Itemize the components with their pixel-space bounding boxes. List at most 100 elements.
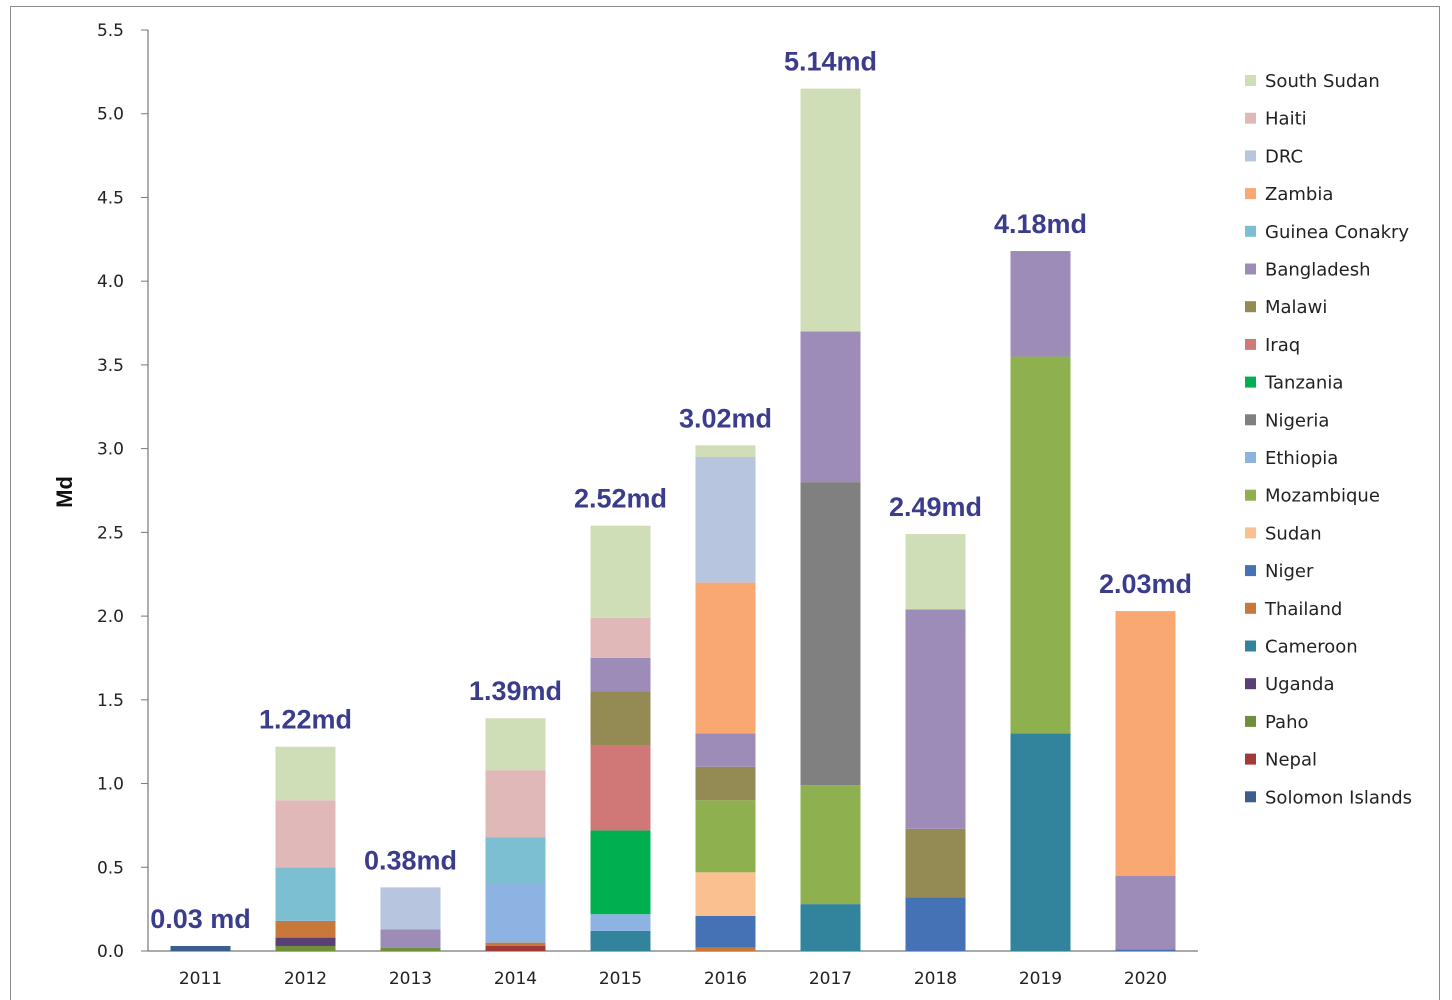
bar-segment-2016-thailand [695,947,756,951]
total-label-2016: 3.02md [679,403,772,433]
bar-segment-2014-guinea-conakry [485,837,546,885]
legend-item-label: Zambia [1265,184,1333,205]
legend-swatch [1245,301,1256,313]
bar-segment-2015-bangladesh [590,657,651,692]
bar-segment-2016-malawi [695,766,756,801]
total-label-2011: 0.03 md [150,904,251,934]
bar-segment-2019-bangladesh [1010,251,1071,357]
legend-item-label: Nigeria [1265,410,1329,431]
bar-segment-2015-haiti [590,617,651,658]
bar-segment-2018-south-sudan [905,534,966,610]
y-tick-label: 2.5 [97,523,124,543]
bar-segment-2019-cameroon [1010,733,1071,951]
y-tick-label: 0.0 [97,942,124,962]
x-tick-label: 2012 [284,969,327,989]
total-label-2017: 5.14md [784,47,877,77]
total-label-2019: 4.18md [994,209,1087,239]
y-tick-label: 1.5 [97,691,124,711]
legend-item-label: Malawi [1265,297,1327,318]
bar-segment-2012-thailand [275,920,336,938]
x-tick-label: 2020 [1124,969,1167,989]
bar-segment-2018-malawi [905,828,966,898]
legend-item-label: Uganda [1265,674,1335,695]
bar-segment-2018-bangladesh [905,609,966,829]
legend-swatch [1245,75,1256,86]
bar-segment-2016-niger [695,915,756,948]
legend-swatch [1245,715,1256,727]
bar-segment-2015-cameroon [590,930,651,951]
legend-item-label: Cameroon [1265,637,1358,658]
legend-swatch [1245,376,1256,388]
y-tick-label: 5.5 [97,21,124,41]
bar-segment-2017-south-sudan [800,88,861,332]
bar-segment-2014-south-sudan [485,718,546,771]
bar-segment-2012-south-sudan [275,746,336,801]
legend: South Sudan Haiti DRC Zambia Guinea Conakry B… [1245,71,1412,808]
bar-segment-2020-zambia [1115,611,1176,876]
y-tick-label: 2.0 [97,607,124,627]
bar-segment-2012-uganda [275,937,336,946]
bar-segment-2017-bangladesh [800,331,861,483]
bar-segment-2019-mozambique [1010,356,1071,734]
bar-segment-2015-iraq [590,745,651,831]
x-tick-label: 2014 [494,969,537,989]
legend-swatch [1245,150,1256,162]
legend-item-label: Niger [1265,561,1314,582]
legend-item-label: Sudan [1265,523,1322,544]
legend-swatch [1245,338,1256,350]
bar-segment-2012-haiti [275,800,336,868]
legend-swatch [1245,225,1256,237]
bar-segment-2011-solomon-islands [170,945,231,951]
bar-segment-2016-mozambique [695,800,756,873]
legend-item-label: Bangladesh [1265,260,1371,281]
bar-segment-2016-bangladesh [695,733,756,767]
y-tick-label: 4.0 [97,272,124,292]
legend-swatch [1245,527,1256,539]
bar-segment-2015-south-sudan [590,525,651,618]
bar-segment-2014-thailand [485,942,546,946]
legend-item-label: South Sudan [1265,71,1380,92]
x-tick-label: 2018 [914,969,957,989]
legend-swatch [1245,640,1256,652]
bar-segment-2014-haiti [485,770,546,838]
x-tick-label: 2016 [704,969,747,989]
legend-swatch [1245,263,1256,275]
bar-segment-2016-zambia [695,582,756,734]
y-tick-label: 4.5 [97,188,124,208]
bar-segment-2014-ethiopia [485,884,546,943]
legend-swatch [1245,489,1256,501]
legend-swatch [1245,112,1256,124]
bar-segment-2020-bangladesh [1115,875,1176,950]
axes: 0.0 0.5 1.0 1.5 2.0 2.5 3.0 3.5 4.0 4.5 5.0 5.5 2011… [97,21,1198,989]
legend-item-label: Guinea Conakry [1265,222,1409,243]
legend-item-label: Tanzania [1264,373,1343,394]
legend-swatch [1245,678,1256,690]
total-labels: 0.03 md 1.22md 0.38md 1.39md 2.52md 3.02md 5.1… [150,47,1192,934]
y-tick-label: 0.5 [97,858,124,878]
total-label-2012: 1.22md [259,705,352,735]
bar-segment-2015-ethiopia [590,914,651,931]
bar-segment-2014-nepal [485,945,546,951]
legend-swatch [1245,602,1256,614]
bar-segment-2015-tanzania [590,830,651,915]
bar-segment-2016-sudan [695,872,756,916]
bar-segment-2012-paho [275,945,336,951]
x-tick-label: 2017 [809,969,852,989]
legend-item-label: Thailand [1264,599,1342,620]
x-tick-label: 2013 [389,969,432,989]
x-tick-label: 2015 [599,969,642,989]
bar-segment-2016-south-sudan [695,445,756,458]
y-tick-label: 5.0 [97,105,124,125]
bar-segment-2018-niger [905,897,966,951]
legend-swatch [1245,753,1256,765]
y-tick-label: 3.0 [97,440,124,460]
bar-segment-2020-niger [1115,949,1176,951]
bar-segment-2017-cameroon [800,904,861,951]
legend-item-label: Nepal [1265,750,1317,771]
x-tick-label: 2019 [1019,969,1062,989]
bar-segment-2013-drc [380,887,441,930]
total-label-2014: 1.39md [469,676,562,706]
legend-item-label: Ethiopia [1265,448,1338,469]
bar-segment-2013-bangladesh [380,929,441,948]
